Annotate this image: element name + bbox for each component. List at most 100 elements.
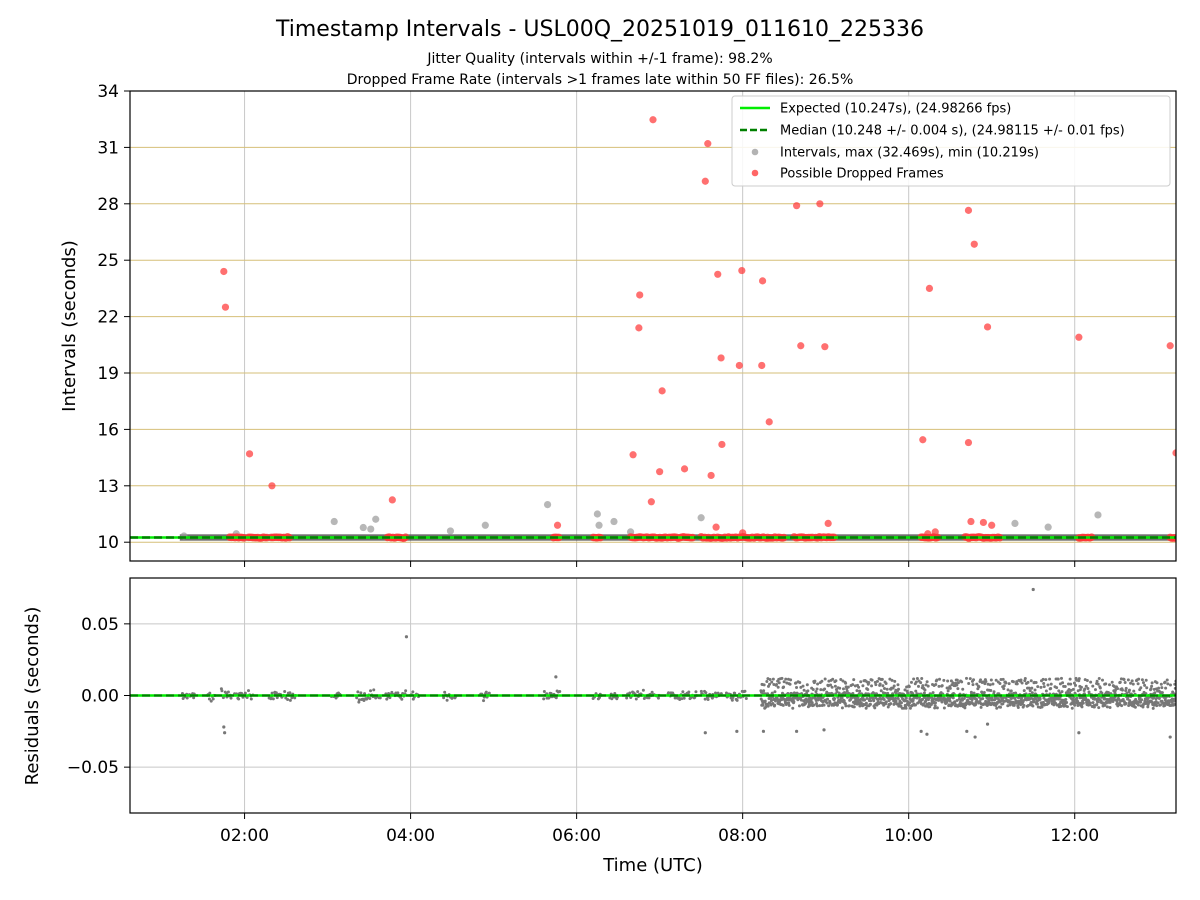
residual-point <box>1058 691 1062 695</box>
dropped-frame-point <box>220 267 228 276</box>
x-tick-label: 08:00 <box>718 826 767 846</box>
intervals-x-ticks <box>244 561 1076 567</box>
residual-point <box>1124 701 1128 705</box>
residual-point <box>1042 682 1046 686</box>
dropped-frame-point <box>970 240 978 248</box>
residual-point <box>1074 683 1078 687</box>
residual-point <box>879 689 883 693</box>
residual-point <box>999 705 1003 709</box>
residual-point <box>1158 703 1162 707</box>
residual-point <box>771 677 775 681</box>
residual-point <box>1156 701 1160 705</box>
legend-intervals-label: Intervals, max (32.469s), min (10.219s) <box>780 146 1039 161</box>
residual-point <box>946 679 950 683</box>
residual-point <box>209 699 213 703</box>
residual-point <box>181 697 185 701</box>
dropped-frame-point <box>739 529 747 537</box>
residual-point <box>766 704 770 708</box>
residual-point <box>989 689 993 693</box>
residual-point <box>852 705 856 709</box>
residual-point <box>1155 704 1159 708</box>
legend-expected-label: Expected (10.247s), (24.98266 fps) <box>780 102 1011 117</box>
interval-point <box>481 521 489 529</box>
residual-point <box>656 696 660 700</box>
residual-point <box>1150 681 1154 685</box>
residual-point <box>909 680 913 684</box>
residual-point <box>641 688 645 692</box>
dropped-frame-point <box>738 266 746 275</box>
residual-point <box>211 697 215 701</box>
residual-point <box>1060 690 1064 694</box>
dropped-frame-point <box>1075 333 1083 341</box>
residual-point <box>896 683 900 687</box>
residual-point <box>1100 691 1104 695</box>
residual-point <box>1002 687 1006 691</box>
residual-point <box>1100 678 1104 682</box>
residual-point <box>773 703 777 707</box>
residual-point <box>830 685 834 689</box>
residual-point <box>811 687 815 691</box>
chart-subtitle-jitter: Jitter Quality (intervals within +/-1 fr… <box>426 51 772 67</box>
residual-point <box>1125 691 1129 695</box>
residual-point <box>1141 681 1145 685</box>
residual-point <box>1116 704 1120 708</box>
residual-point <box>864 701 868 705</box>
dropped-frame-point <box>1166 342 1174 350</box>
residual-point <box>942 706 946 710</box>
residual-point <box>945 700 949 704</box>
residual-point <box>1097 676 1101 680</box>
dropped-frame-point <box>717 354 725 362</box>
residual-point <box>972 691 976 695</box>
residual-point <box>814 690 818 694</box>
residual-point <box>897 687 901 691</box>
residual-point <box>1122 677 1126 681</box>
residual-point <box>859 680 863 684</box>
residual-point <box>1116 687 1120 691</box>
residual-point <box>960 680 964 684</box>
residual-point <box>890 678 894 682</box>
legend-box <box>731 95 1171 187</box>
dropped-frame-point <box>925 284 934 292</box>
residual-point <box>832 703 836 707</box>
residual-point <box>762 689 766 693</box>
residual-point <box>995 706 999 710</box>
residual-point <box>1034 680 1038 684</box>
residuals-panel: −0.05 0.00 0.05 02:00 04:00 06:00 08:00 10:00 1… <box>22 577 1177 876</box>
residual-point <box>1049 687 1053 691</box>
residual-outlier-point <box>925 732 929 736</box>
residual-point <box>984 679 988 683</box>
residual-point <box>968 677 972 681</box>
residual-point <box>1139 700 1143 704</box>
residual-point <box>1115 699 1119 703</box>
residual-point <box>801 684 805 688</box>
residual-point <box>246 689 250 693</box>
dropped-frame-point <box>714 270 722 278</box>
residual-point <box>1013 696 1017 700</box>
residual-point <box>1038 697 1042 701</box>
residual-point <box>1084 684 1088 688</box>
dropped-frame-point <box>635 324 643 332</box>
residual-point <box>1145 686 1149 690</box>
residual-point <box>275 696 279 700</box>
dropped-frame-point <box>964 206 973 214</box>
residual-point <box>1136 682 1140 686</box>
residual-point <box>1159 682 1163 686</box>
residual-point <box>1129 681 1133 685</box>
residual-point <box>1055 686 1059 690</box>
residual-point <box>1029 679 1033 683</box>
residual-point <box>923 688 927 692</box>
residual-point <box>1126 697 1130 701</box>
residual-point <box>443 690 447 694</box>
residual-point <box>834 679 838 683</box>
residual-point <box>940 700 944 704</box>
residual-point <box>724 691 728 695</box>
residual-point <box>822 703 826 707</box>
residual-point <box>787 701 791 705</box>
residual-point <box>1036 685 1040 689</box>
residuals-y-ticks: −0.05 0.00 0.05 <box>67 615 130 778</box>
residual-point <box>922 691 926 695</box>
residual-point <box>972 678 976 682</box>
residual-point <box>935 706 939 710</box>
residual-point <box>1075 696 1079 700</box>
residuals-x-ticks: 02:00 04:00 06:00 08:00 10:00 12:00 <box>220 813 1099 846</box>
